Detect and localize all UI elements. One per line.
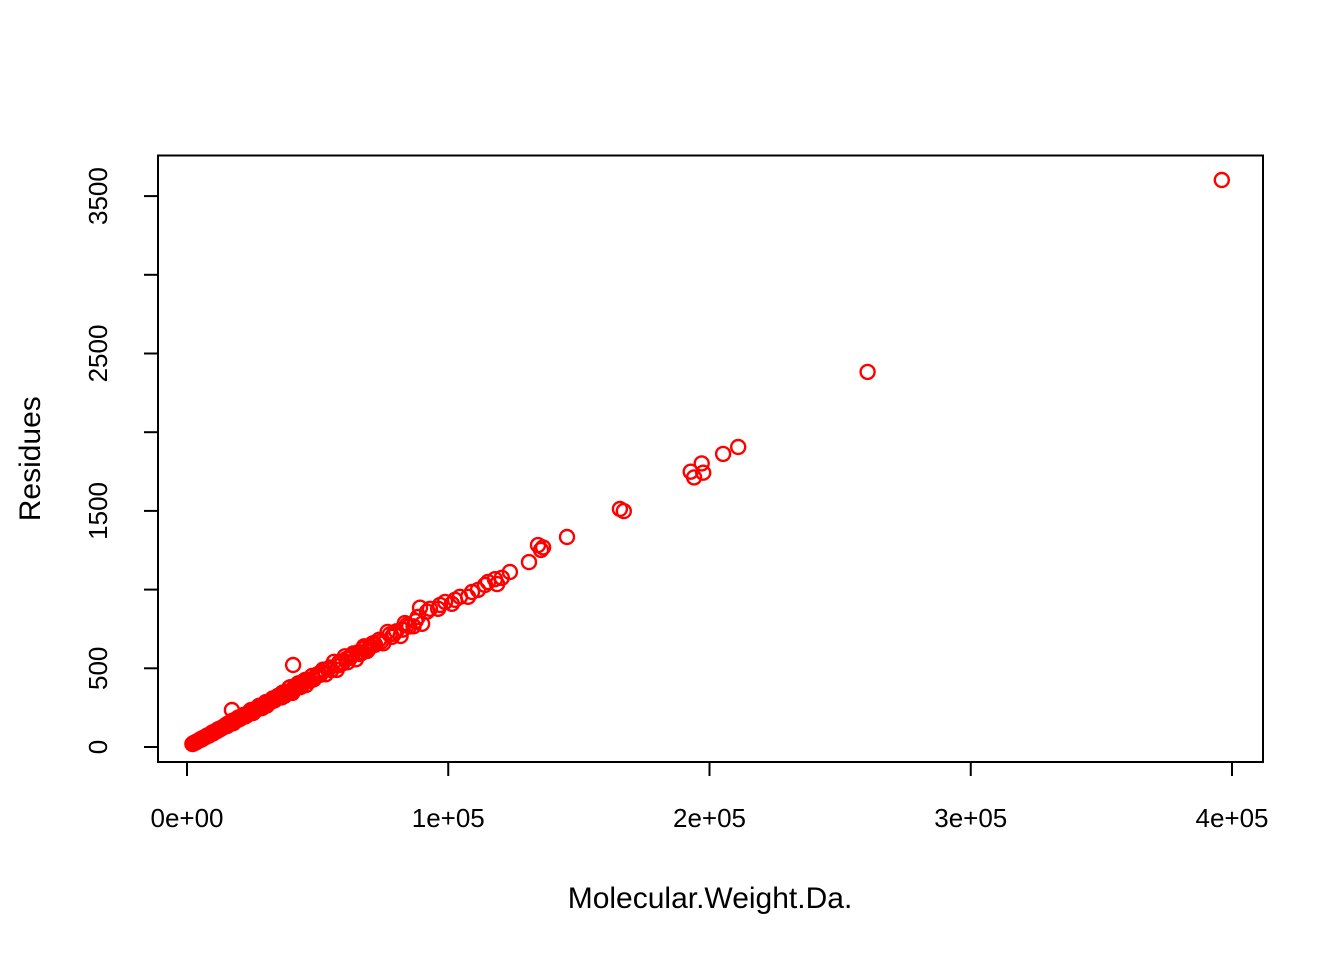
data-point [394, 621, 411, 638]
x-axis-title: Molecular.Weight.Da. [568, 882, 853, 915]
y-axis: 0 500 1500 2500 3500 [83, 167, 158, 754]
x-tick-label: 1e+05 [412, 803, 485, 833]
data-point [265, 692, 282, 709]
data-point [245, 702, 263, 720]
data-point [695, 464, 712, 481]
x-axis: 0e+00 1e+05 2e+05 3e+05 4e+05 [150, 762, 1269, 833]
x-tick-label: 0e+00 [150, 803, 223, 833]
y-tick-label: 2500 [83, 325, 113, 383]
data-point [558, 528, 576, 546]
y-axis-title: Residues [14, 396, 47, 521]
data-point [386, 625, 403, 642]
data-point [313, 664, 330, 681]
y-tick-label: 500 [83, 647, 113, 690]
data-point [501, 563, 519, 581]
data-points-layer [184, 171, 1231, 753]
data-point [284, 656, 302, 674]
x-tick-label: 4e+05 [1195, 803, 1268, 833]
data-point [285, 681, 302, 699]
data-point [321, 659, 339, 676]
data-point [520, 553, 538, 571]
data-point [223, 701, 241, 719]
data-point [615, 502, 632, 520]
data-point [730, 438, 747, 456]
data-point [398, 616, 416, 634]
data-point [532, 541, 550, 559]
data-point [343, 647, 360, 664]
y-tick-label: 1500 [83, 482, 113, 540]
data-point [418, 603, 436, 620]
x-tick-label: 3e+05 [934, 803, 1007, 833]
y-tick-label: 3500 [83, 167, 113, 225]
data-point [273, 689, 290, 706]
data-point [421, 600, 439, 617]
data-point [360, 641, 377, 658]
data-point [685, 469, 703, 486]
data-point [1213, 171, 1231, 189]
data-point [859, 363, 876, 381]
y-tick-label: 0 [83, 740, 113, 754]
data-point [693, 455, 710, 472]
data-point [714, 445, 732, 463]
x-tick-label: 2e+05 [673, 803, 746, 833]
data-point [436, 593, 454, 611]
data-point [534, 539, 552, 556]
